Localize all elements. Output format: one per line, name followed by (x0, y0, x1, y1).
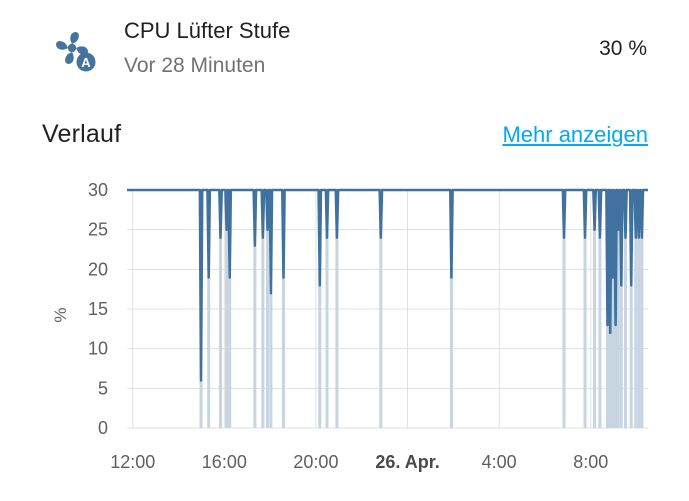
y-axis-label: % (51, 307, 70, 322)
chart-dip-fill (616, 229, 620, 428)
history-chart[interactable]: 0 5 10 15 20 25 30 12:00 16:00 20:00 26. Apr. 4:00… (0, 170, 689, 496)
chart-dip-fill (253, 245, 257, 428)
y-tick-label: 0 (98, 418, 108, 438)
entity-state: 30 % (599, 37, 647, 60)
history-title: Verlauf (42, 120, 122, 148)
chart-series-line (127, 188, 648, 382)
chart-dip-fill (623, 237, 627, 428)
fan-auto-icon: A (54, 30, 98, 74)
chart-dip-fill (281, 277, 285, 428)
svg-text:A: A (81, 55, 91, 70)
x-tick-label: 20:00 (293, 452, 338, 472)
entity-header: A CPU Lüfter Stufe Vor 28 Minuten 30 % (0, 0, 689, 100)
chart-dip-fill (606, 324, 610, 428)
x-tick-label: 26. Apr. (375, 452, 439, 472)
series-line (127, 188, 648, 382)
chart-dip-fill (225, 229, 229, 428)
chart-dip-fill (207, 277, 211, 428)
x-tick-label: 8:00 (573, 452, 608, 472)
chart-dip-fill (335, 237, 339, 428)
chart-dip-fill (318, 285, 322, 428)
chart-dip-fill (199, 380, 203, 428)
chart-fill-area (199, 229, 644, 428)
chart-dip-fill (449, 277, 453, 428)
chart-dip-fill (325, 237, 329, 428)
x-tick-label: 4:00 (482, 452, 517, 472)
chart-dip-fill (261, 237, 265, 428)
chart-dip-fill (614, 324, 618, 428)
chart-dip-fill (637, 237, 641, 428)
chart-dip-fill (629, 285, 633, 428)
entity-name[interactable]: CPU Lüfter Stufe (124, 18, 291, 43)
last-changed: Vor 28 Minuten (124, 54, 266, 77)
chart-dip-fill (562, 237, 566, 428)
y-tick-label: 20 (88, 259, 108, 279)
x-tick-label: 12:00 (110, 452, 155, 472)
chart-dip-fill (265, 229, 269, 428)
history-chart-svg: 0 5 10 15 20 25 30 12:00 16:00 20:00 26. Apr. 4:00… (51, 180, 648, 472)
chart-dip-fill (269, 293, 273, 428)
chart-grid (127, 189, 648, 429)
y-axis-ticks: 0 5 10 15 20 25 30 (88, 180, 108, 438)
chart-dip-fill (379, 237, 383, 428)
chart-dip-fill (219, 237, 223, 428)
chart-dip-fill (593, 229, 597, 428)
y-tick-label: 10 (88, 339, 108, 359)
more-history-link[interactable]: Mehr anzeigen (502, 122, 648, 147)
chart-dip-fill (598, 237, 602, 428)
chart-dip-fill (608, 332, 612, 428)
chart-dip-fill (583, 237, 587, 428)
chart-dip-fill (228, 277, 232, 428)
chart-dip-fill (619, 285, 623, 428)
chart-dip-fill (611, 277, 615, 428)
x-tick-label: 16:00 (202, 452, 247, 472)
x-axis-ticks: 12:00 16:00 20:00 26. Apr. 4:00 8:00 (110, 452, 608, 472)
y-tick-label: 30 (88, 180, 108, 200)
chart-dip-fill (640, 237, 644, 428)
y-tick-label: 5 (98, 378, 108, 398)
y-tick-label: 15 (88, 299, 108, 319)
chart-dip-fill (634, 237, 638, 428)
y-tick-label: 25 (88, 220, 108, 240)
